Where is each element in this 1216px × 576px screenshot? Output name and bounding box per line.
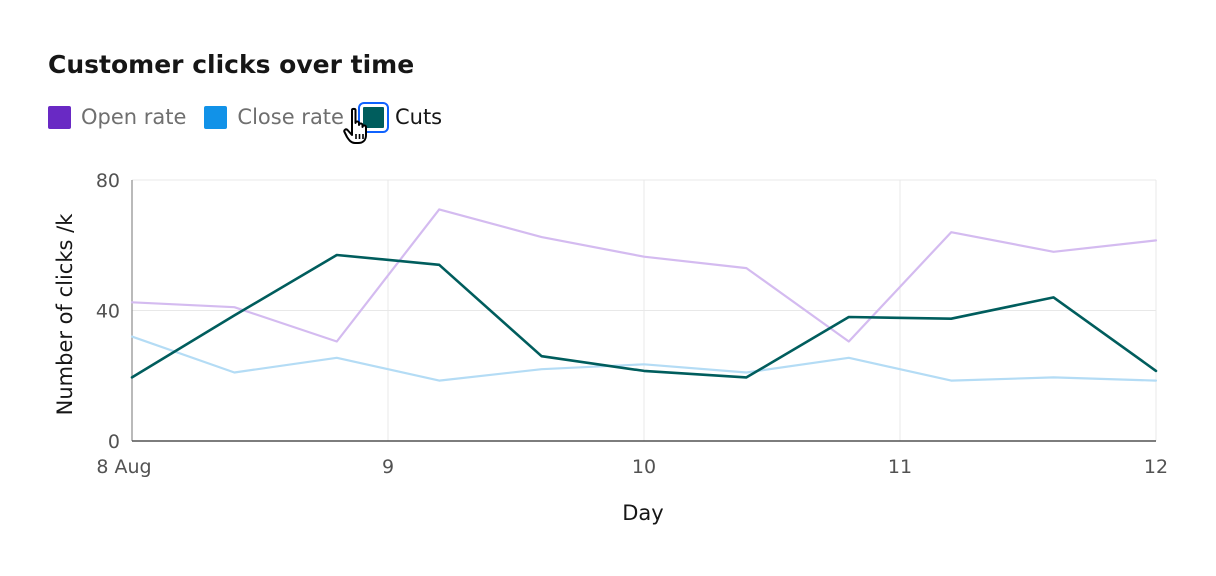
legend-label-cuts: Cuts: [394, 105, 443, 129]
legend-label-open-rate: Open rate: [81, 105, 187, 129]
series-line-open-rate: [130, 208, 1158, 343]
chart-title: Customer clicks over time: [48, 50, 415, 79]
hand-pointer-icon: [343, 107, 367, 144]
series-line-cuts: [130, 253, 1158, 379]
legend-item-close-rate[interactable]: Close rate: [204, 105, 344, 129]
legend: Open rate Close rate Cuts: [48, 101, 460, 133]
x-tick-label: 10: [632, 456, 656, 478]
legend-swatch-cuts: [357, 101, 389, 133]
y-tick-label: 0: [108, 431, 120, 453]
x-tick-label: 8 Aug: [96, 456, 151, 478]
series-line-close-rate: [130, 335, 1158, 382]
x-tick-label: 12: [1144, 456, 1168, 478]
legend-swatch-open-rate: [48, 105, 71, 129]
legend-swatch-close-rate: [204, 105, 228, 129]
y-tick-label: 80: [96, 170, 120, 192]
x-tick-label: 9: [382, 456, 394, 478]
y-tick-label: 40: [96, 301, 120, 323]
x-axis-title: Day: [622, 501, 663, 525]
legend-item-cuts[interactable]: Cuts: [357, 101, 443, 133]
y-axis-title: Number of clicks /k: [53, 213, 77, 416]
x-tick-label: 11: [888, 456, 912, 478]
legend-item-open-rate[interactable]: Open rate: [48, 105, 186, 129]
legend-label-close-rate: Close rate: [237, 105, 344, 129]
